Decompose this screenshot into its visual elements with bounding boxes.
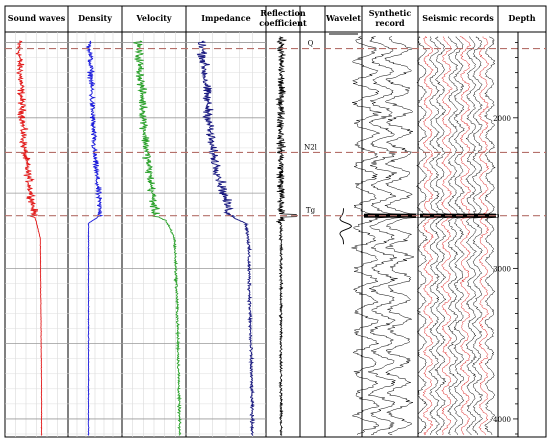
seismic-trace	[471, 36, 487, 436]
depth-tick-label: 4000	[493, 416, 511, 424]
track-header-sound: Sound waves	[8, 13, 66, 23]
track-header-velocity: Velocity	[135, 13, 172, 23]
seismic-trace	[478, 36, 493, 435]
track-header-impedance: Impedance	[201, 13, 250, 23]
track-header-synthetic-line2: record	[375, 18, 405, 28]
grid-layer	[4, 5, 547, 438]
header-layer: Sound waves Density Velocity Impedance Refle…	[8, 8, 536, 28]
data-layer	[15, 33, 499, 436]
seismic-trace	[422, 36, 438, 436]
synthetic-trace	[351, 36, 391, 435]
seismic-trace	[465, 36, 481, 436]
depth-axis: 2000 3000 4000	[493, 32, 519, 437]
track-header-wavelet: Wavelet	[325, 13, 361, 23]
seismic-trace	[416, 36, 432, 436]
synthetic-trace	[384, 36, 424, 436]
horizon-layer: Q N2l Tg	[5, 40, 546, 217]
track-header-synthetic: Synthetic	[369, 8, 412, 18]
depth-tick-label: 3000	[493, 265, 511, 273]
log-curve-sound	[15, 40, 43, 436]
seismic-trace	[440, 36, 456, 436]
depth-tick-label: 2000	[493, 115, 511, 123]
seismic-trace	[428, 36, 444, 436]
log-curve-velocity	[133, 40, 182, 436]
track-header-seismic: Seismic records	[422, 13, 494, 23]
log-curve-density	[85, 40, 104, 436]
seismic-trace	[483, 36, 499, 436]
seismic-trace	[447, 36, 462, 436]
synthetic-trace	[367, 36, 407, 436]
figure-frame	[4, 5, 547, 438]
track-header-density: Density	[78, 13, 112, 23]
seismic-trace	[434, 36, 450, 436]
horizon-label-n2l: N2l	[304, 143, 318, 151]
wavelet-curve	[339, 208, 353, 245]
track-header-reflection-line2: coefficient	[259, 18, 307, 28]
track-header-reflection: Reflection	[260, 8, 306, 18]
horizon-label-q: Q	[308, 40, 314, 48]
depth-header: Depth	[508, 13, 535, 23]
seismic-trace	[453, 36, 469, 435]
log-curve-impedance	[196, 40, 256, 436]
seismic-trace	[459, 36, 475, 435]
horizon-label-tg: Tg	[306, 207, 316, 215]
reflection-coefficient-trace	[275, 36, 297, 436]
